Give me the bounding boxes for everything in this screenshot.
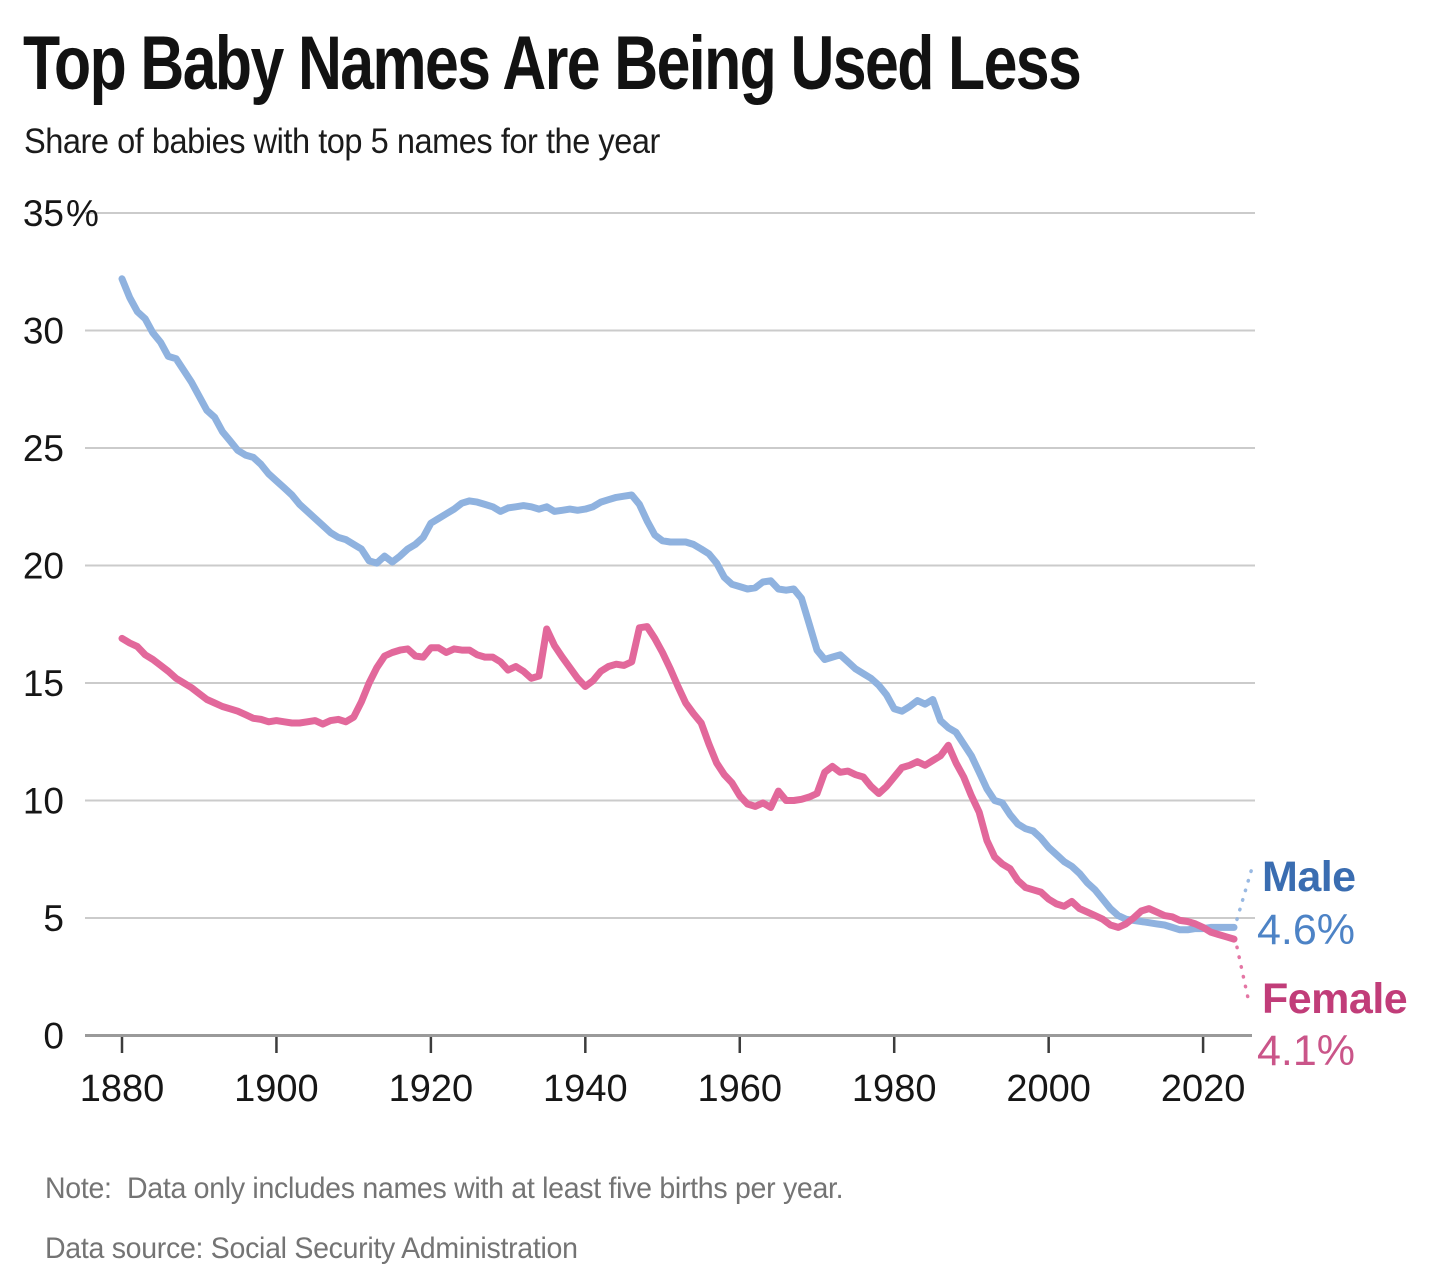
chart-note: Note: Data only includes names with at l… <box>45 1172 844 1205</box>
x-axis-tick-label: 2020 <box>1161 1068 1246 1110</box>
y-axis-tick-label: 25 <box>23 428 64 469</box>
chart-line-female <box>118 623 1238 943</box>
y-axis-tick-label: 0 <box>43 1016 64 1057</box>
female-series-value: 4.1% <box>1257 1027 1355 1075</box>
x-axis-tick-label: 1920 <box>389 1068 474 1110</box>
data-lines <box>118 275 1238 943</box>
female-leader-line <box>1235 945 1250 1000</box>
male-series-value: 4.6% <box>1257 906 1355 954</box>
chart-subtitle: Share of babies with top 5 names for the… <box>24 122 660 161</box>
leader-lines <box>1235 866 1254 1000</box>
y-axis-unit-suffix: % <box>66 193 99 234</box>
x-axis-tick-label: 1940 <box>543 1068 628 1110</box>
x-axis-tick-label: 1880 <box>80 1068 165 1110</box>
chart-line-male <box>118 275 1238 934</box>
female-series-label: Female <box>1262 975 1407 1023</box>
chart-source: Data source: Social Security Administrat… <box>45 1232 578 1265</box>
y-axis-tick-label: 20 <box>23 546 64 587</box>
x-axis: 1880 1900 1920 1940 1960 1980 2000 2020 <box>80 1037 1246 1110</box>
x-axis-tick-label: 1960 <box>697 1068 782 1110</box>
y-axis-tick-label: 35 <box>23 193 64 234</box>
male-leader-line <box>1235 866 1254 922</box>
y-axis-tick-label: 5 <box>43 898 64 939</box>
x-axis-tick-label: 2000 <box>1006 1068 1091 1110</box>
y-axis-tick-label: 30 <box>23 311 64 352</box>
gridlines: 0 5 10 15 20 25 30 35% <box>23 193 1255 1057</box>
y-axis-tick-label: 10 <box>23 781 64 822</box>
x-axis-tick-label: 1900 <box>234 1068 319 1110</box>
male-series-label: Male <box>1262 853 1356 901</box>
page-title: Top Baby Names Are Being Used Less <box>23 21 1082 106</box>
y-axis-tick-label: 15 <box>23 663 64 704</box>
x-axis-tick-label: 1980 <box>852 1068 937 1110</box>
